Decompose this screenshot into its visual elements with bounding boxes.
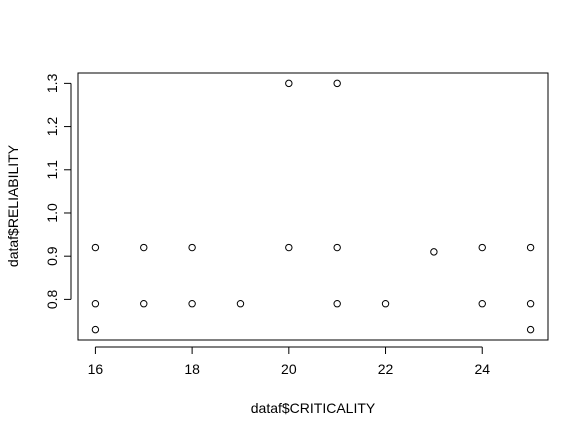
data-point	[381, 300, 390, 308]
data-point	[91, 243, 100, 252]
data-point	[478, 300, 486, 308]
data-point	[333, 243, 341, 252]
x-axis-title: dataf$CRITICALITY	[251, 400, 376, 416]
x-tick-label: 22	[378, 361, 394, 377]
data-point	[333, 300, 341, 308]
data-point	[478, 243, 486, 252]
y-tick-label: 1.3	[44, 73, 60, 93]
plot-frame	[77, 72, 549, 341]
data-point	[526, 325, 535, 334]
data-point	[236, 300, 245, 308]
data-point	[91, 300, 100, 308]
data-point	[285, 79, 293, 88]
y-axis-title: dataf$RELIABILITY	[5, 144, 21, 267]
x-tick-label: 18	[184, 361, 200, 377]
y-tick-label: 1.0	[44, 203, 60, 223]
y-tick-label: 1.2	[44, 117, 60, 137]
y-axis: 0.8 0.9 1.0 1.1 1.2 1.3	[44, 73, 72, 309]
data-point	[91, 325, 100, 334]
data-point	[188, 243, 196, 252]
data-point	[430, 248, 438, 256]
x-tick-label: 24	[474, 361, 490, 377]
y-tick-label: 1.1	[44, 160, 60, 180]
y-tick-label: 0.9	[44, 246, 60, 266]
data-point	[526, 243, 535, 252]
data-point	[333, 79, 341, 88]
data-point	[140, 300, 148, 308]
x-tick-label: 20	[281, 361, 297, 377]
data-point	[285, 243, 293, 252]
x-axis: 16 18 20 22 24	[88, 346, 490, 377]
x-tick-label: 16	[88, 361, 104, 377]
y-tick-label: 0.8	[44, 289, 60, 309]
data-point	[526, 300, 535, 308]
data-point	[188, 300, 196, 308]
data-points	[91, 79, 535, 334]
data-point	[140, 243, 148, 252]
